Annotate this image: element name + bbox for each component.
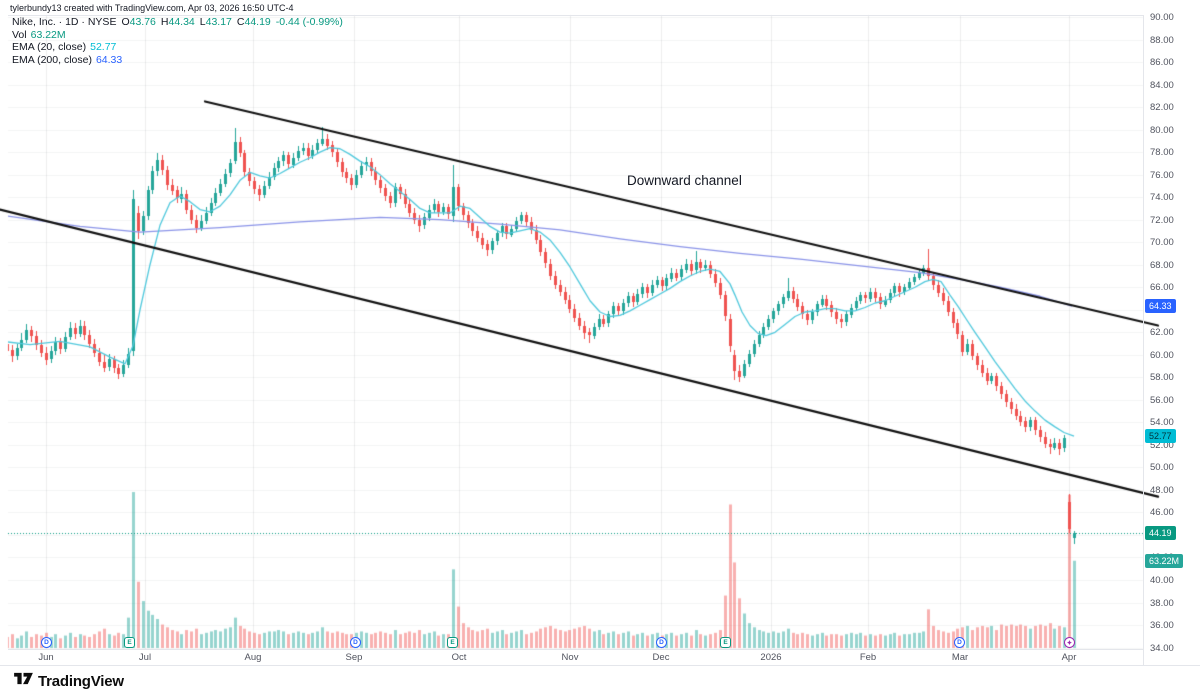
price-tick-label: 68.00	[1150, 259, 1174, 271]
price-tick-label: 72.00	[1150, 214, 1174, 226]
month-label: Aug	[244, 652, 262, 663]
price-tick-label: 56.00	[1150, 394, 1174, 406]
month-label: Oct	[451, 652, 467, 663]
change-value: -0.44 (-0.99%)	[275, 16, 343, 28]
price-tick-label: 86.00	[1150, 57, 1174, 69]
symbol-title: Nike, Inc. · 1D · NYSE	[12, 16, 117, 28]
ohlc-key: H	[160, 16, 169, 28]
month-label: 2026	[760, 652, 782, 663]
ema200-row-label: EMA (200, close)	[12, 53, 92, 66]
month-label: Apr	[1061, 652, 1077, 663]
price-tick-label: 76.00	[1150, 169, 1174, 181]
dividend-icon[interactable]: D	[656, 637, 667, 648]
price-tick-label: 80.00	[1150, 124, 1174, 136]
price-tick-label: 40.00	[1150, 575, 1174, 586]
tradingview-logo[interactable]: TradingView	[14, 671, 124, 691]
price-tick-label: 62.00	[1150, 327, 1174, 339]
ohlc-key: O	[121, 16, 130, 28]
downward-channel-annotation[interactable]: Downward channel	[627, 173, 742, 188]
ohlc-value: 43.76	[129, 16, 156, 28]
ohlc-key: C	[236, 16, 245, 28]
dividend-icon[interactable]: D	[350, 637, 361, 648]
ohlc-values: O43.76 H44.34 L43.17 C44.19	[116, 16, 270, 28]
ohlc-value: 44.19	[244, 16, 271, 28]
volume-label: 63.22M	[1145, 554, 1184, 568]
ema20-row-value: 52.77	[90, 41, 117, 53]
price-tick-label: 50.00	[1150, 462, 1174, 474]
price-tick-label: 90.00	[1150, 12, 1174, 23]
time-axis-separator	[8, 649, 1143, 650]
price-tick-label: 34.00	[1150, 642, 1174, 654]
earnings-icon[interactable]: E	[447, 637, 458, 648]
legend-ema200-row[interactable]: EMA (200, close) 64.33	[12, 54, 343, 67]
month-label: Sep	[345, 652, 363, 663]
price-tick-label: 58.00	[1150, 372, 1174, 384]
price-tick-label: 84.00	[1150, 79, 1174, 91]
price-tick-label: 78.00	[1150, 147, 1174, 159]
ema200-row-value: 64.33	[95, 53, 123, 66]
price-tick-label: 60.00	[1150, 349, 1174, 361]
price-tick-label: 36.00	[1150, 620, 1174, 632]
month-label: Feb	[859, 652, 877, 663]
legend-volume-row[interactable]: Vol 63.22M	[12, 29, 343, 42]
chart-bottom-border	[0, 665, 1200, 666]
price-tick-label: 54.00	[1150, 417, 1174, 429]
chart-top-border	[8, 15, 1143, 16]
ohlc-value: 44.34	[168, 16, 195, 28]
ema20-row-label: EMA (20, close)	[12, 41, 87, 53]
ohlc-key: L	[199, 16, 206, 28]
price-tick-label: 38.00	[1150, 597, 1174, 609]
price-tick-label: 52.00	[1150, 439, 1174, 451]
last-price-label: 44.19	[1145, 525, 1176, 540]
legend-ema20-row[interactable]: EMA (20, close) 52.77	[12, 41, 343, 54]
ema200-price-label: 64.33	[1145, 299, 1176, 314]
price-tick-label: 74.00	[1150, 192, 1174, 204]
price-tick-label: 82.00	[1150, 102, 1174, 114]
earnings-icon[interactable]: E	[124, 637, 135, 648]
ohlc-value: 43.17	[205, 16, 232, 28]
volume-row-value: 63.22M	[30, 28, 66, 41]
chart-legend: Nike, Inc. · 1D · NYSE O43.76 H44.34 L43.17…	[12, 16, 343, 66]
volume-row-label: Vol	[12, 28, 27, 41]
ema20-price-label: 52.77	[1145, 429, 1176, 444]
upcoming-event-icon[interactable]: ✦	[1064, 637, 1075, 648]
legend-symbol-row[interactable]: Nike, Inc. · 1D · NYSE O43.76 H44.34 L43.17…	[12, 16, 343, 29]
price-tick-label: 48.00	[1150, 484, 1174, 496]
price-tick-label: 70.00	[1150, 237, 1174, 249]
tradingview-logo-text: TradingView	[38, 672, 124, 690]
price-tick-label: 66.00	[1150, 282, 1174, 294]
price-tick-label: 88.00	[1150, 34, 1174, 46]
dividend-icon[interactable]: D	[954, 637, 965, 648]
dividend-icon[interactable]: D	[41, 637, 52, 648]
month-label: Jun	[38, 652, 54, 663]
month-label: Mar	[951, 652, 969, 663]
month-label: Nov	[561, 652, 579, 663]
price-tick-label: 46.00	[1150, 507, 1174, 519]
month-label: Jul	[138, 652, 152, 663]
price-axis-separator	[1143, 15, 1144, 665]
tradingview-logo-icon	[14, 671, 33, 691]
month-label: Dec	[652, 652, 670, 663]
earnings-icon[interactable]: E	[720, 637, 731, 648]
